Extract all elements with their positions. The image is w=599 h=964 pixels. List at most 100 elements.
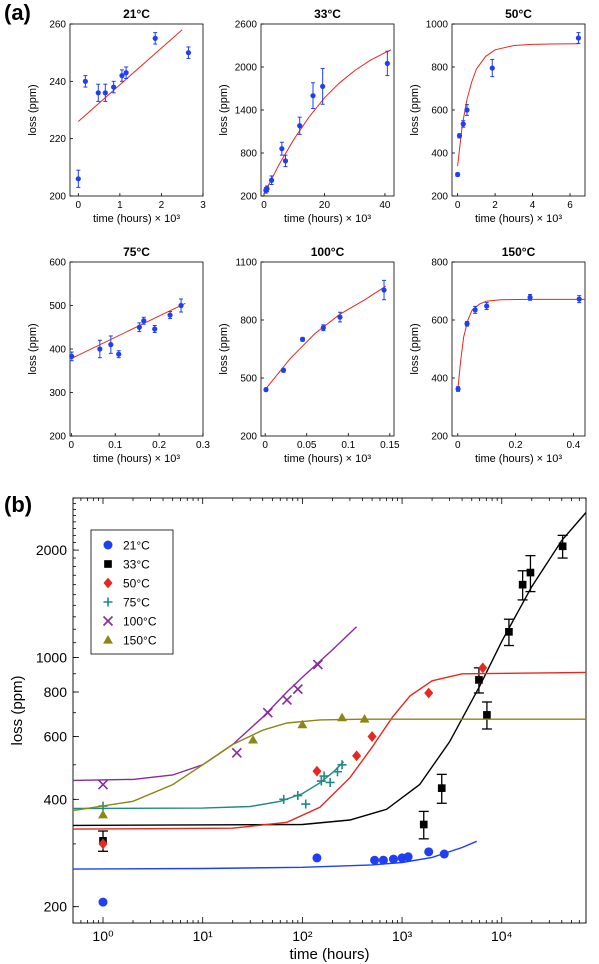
- data-point: [98, 897, 108, 907]
- x-tick-label: 10⁴: [491, 928, 513, 944]
- legend-item: 50°C: [103, 577, 150, 591]
- x-axis-label: time (hours) × 10³: [475, 213, 562, 225]
- y-tick-label: 200: [431, 432, 448, 443]
- data-point: [293, 791, 303, 801]
- marker-circle: [312, 853, 322, 863]
- data-point: [527, 293, 533, 301]
- data-point: [262, 707, 273, 718]
- data-point: [575, 32, 582, 44]
- y-tick-label: 2600: [235, 20, 258, 31]
- marker-triangle: [248, 734, 259, 744]
- marker-square: [558, 542, 567, 551]
- data-point: [337, 311, 343, 323]
- data-point: [478, 662, 488, 674]
- data-point: [455, 171, 461, 178]
- data-point: [279, 794, 289, 804]
- marker-diamond: [98, 838, 108, 850]
- y-tick-label: 600: [49, 258, 66, 269]
- data-point: [178, 298, 184, 313]
- y-tick-label: 500: [49, 301, 66, 312]
- plot-title: 50°C: [505, 7, 532, 21]
- point-marker: [116, 351, 122, 357]
- data-point: [370, 855, 380, 865]
- point-marker: [527, 294, 533, 300]
- marker-circle: [388, 854, 398, 864]
- data-point: [455, 386, 461, 392]
- data-point: [98, 838, 108, 850]
- x-tick-label: 0: [69, 440, 75, 451]
- data-point: [152, 325, 158, 333]
- series-0: [73, 840, 477, 907]
- point-marker: [320, 325, 326, 331]
- y-tick-label: 400: [431, 149, 448, 160]
- y-tick-label: 800: [431, 258, 448, 269]
- data-point: [403, 852, 413, 862]
- fit-curve: [73, 512, 586, 827]
- point-marker: [384, 60, 390, 67]
- marker-plus: [332, 767, 342, 777]
- data-point: [282, 154, 289, 168]
- plot-title: 100°C: [311, 245, 345, 259]
- legend-item: 21°C: [103, 539, 150, 553]
- data-point: [111, 80, 117, 94]
- marker-cross: [102, 615, 114, 627]
- legend-label: 50°C: [123, 577, 150, 591]
- point-marker: [69, 353, 75, 359]
- plot-frame: [69, 23, 204, 197]
- subplot-4: 75°C 0 0.1 0.2 0.3 200 300 400 500 600 time (hours…: [27, 245, 210, 465]
- plot-frame: [451, 261, 586, 437]
- fit-curve: [73, 718, 586, 812]
- data-point: [352, 750, 362, 762]
- x-tick-label: 10³: [392, 928, 413, 944]
- data-point: [102, 83, 108, 102]
- y-tick-label: 400: [44, 791, 68, 807]
- legend-label: 75°C: [123, 596, 150, 610]
- plot-title: 21°C: [123, 7, 150, 21]
- series-3: [73, 760, 347, 811]
- plot-frame: [451, 23, 586, 197]
- panel-label-a: (a): [4, 0, 31, 25]
- marker-cross: [97, 779, 109, 790]
- y-tick-label: 600: [44, 729, 68, 745]
- marker-square: [505, 627, 513, 636]
- data-point: [248, 734, 259, 744]
- point-marker: [297, 123, 303, 129]
- plot-title: 75°C: [123, 245, 150, 259]
- x-tick-label: 2: [159, 200, 165, 211]
- point-marker: [95, 90, 101, 96]
- data-point: [557, 534, 568, 559]
- marker-cross: [312, 659, 323, 670]
- fit-line: [77, 29, 183, 122]
- data-point: [484, 302, 490, 311]
- marker-plus: [293, 791, 303, 801]
- point-marker: [264, 186, 270, 192]
- fit-line: [71, 302, 186, 360]
- x-axis-label: time (hours) × 10³: [475, 453, 562, 465]
- fit-curve: [73, 840, 477, 870]
- x-axis-label: time (hours) × 10³: [284, 453, 371, 465]
- data-point: [297, 719, 308, 729]
- x-tick-label: 10¹: [193, 928, 214, 944]
- point-marker: [268, 177, 275, 183]
- point-marker: [472, 307, 478, 313]
- y-tick-label: 1000: [36, 649, 67, 665]
- marker-square: [475, 676, 483, 684]
- data-point: [268, 175, 275, 186]
- data-point: [312, 853, 322, 863]
- y-tick-label: 400: [49, 345, 66, 356]
- point-marker: [282, 158, 289, 164]
- data-point: [576, 295, 582, 304]
- data-point: [319, 771, 329, 781]
- legend: 21°C 33°C 50°C 75°C 100°C 150°C: [90, 529, 174, 655]
- point-marker: [263, 387, 269, 393]
- panel-label-b: (b): [4, 492, 32, 517]
- x-axis-label: time (hours) × 10³: [93, 213, 180, 225]
- y-tick-label: 2000: [235, 63, 258, 74]
- point-marker: [152, 326, 158, 332]
- y-tick-label: 200: [49, 192, 66, 203]
- marker-diamond: [352, 750, 362, 762]
- marker-square: [104, 560, 112, 568]
- legend-item: 150°C: [103, 634, 157, 648]
- marker-plus: [319, 771, 329, 781]
- y-tick-label: 600: [431, 316, 448, 327]
